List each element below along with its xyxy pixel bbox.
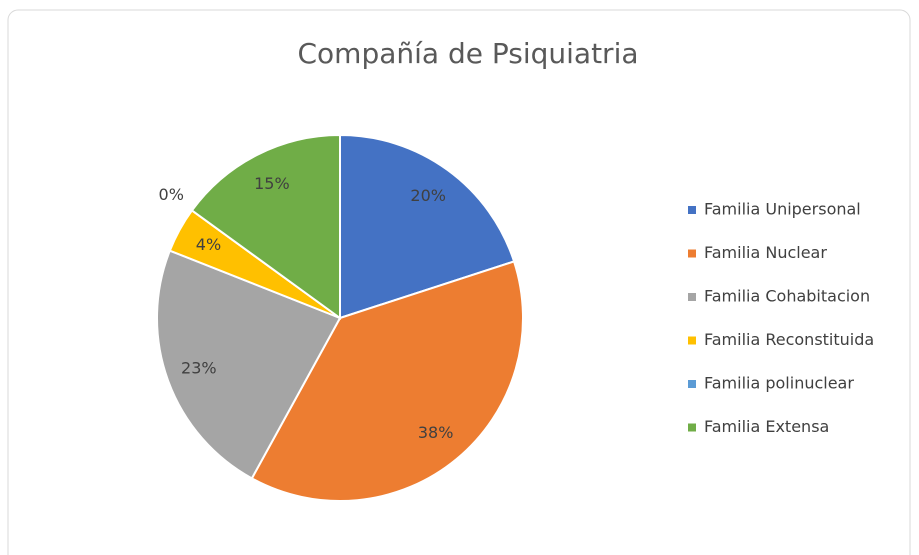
data-label: 0% xyxy=(159,185,184,204)
legend-swatch xyxy=(688,249,696,258)
pie-slice xyxy=(339,133,516,320)
pie-slice xyxy=(250,260,524,502)
legend-swatch xyxy=(688,423,696,432)
chart-title: Compañía de Psiquiatria xyxy=(297,37,638,70)
legend-label: Familia Reconstituida xyxy=(704,330,874,349)
legend-swatch xyxy=(688,336,696,345)
pie-slice xyxy=(190,133,341,320)
legend-swatch xyxy=(688,380,696,388)
data-label: 4% xyxy=(196,235,221,254)
legend-label: Familia Nuclear xyxy=(704,243,827,262)
data-label: 23% xyxy=(181,358,217,377)
legend-label: Familia polinuclear xyxy=(704,374,854,393)
data-label: 15% xyxy=(254,174,290,193)
legend-label: Familia Unipersonal xyxy=(704,200,861,219)
pie-slice xyxy=(156,249,342,480)
legend-swatch xyxy=(688,293,696,301)
legend-label: Familia Cohabitacion xyxy=(704,287,870,306)
legend-label: Familia Extensa xyxy=(704,417,829,436)
data-label: 20% xyxy=(410,186,446,205)
legend-swatch xyxy=(688,206,696,214)
data-label: 38% xyxy=(418,423,454,442)
